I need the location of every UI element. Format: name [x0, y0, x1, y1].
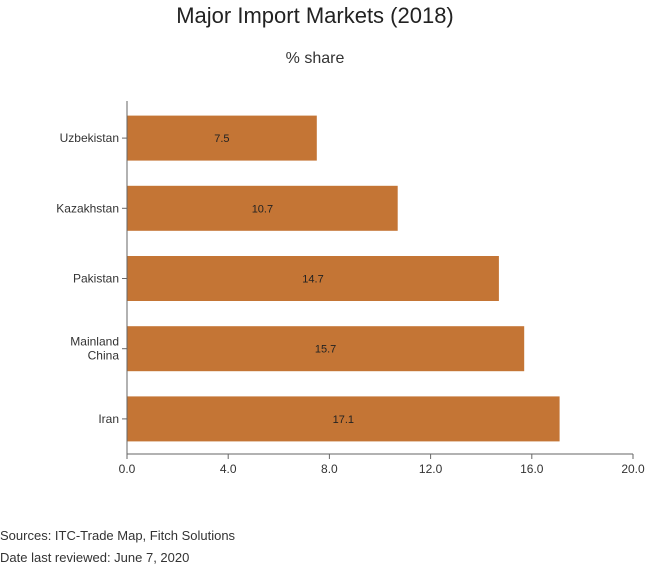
y-tick-label: Uzbekistan [60, 131, 119, 145]
y-tick-label: Mainland China [70, 335, 119, 363]
x-tick-label: 0.0 [119, 462, 136, 476]
data-label-mainland-china: 15.7 [315, 344, 336, 356]
chart-title: Major Import Markets (2018) [176, 3, 454, 28]
y-tick-label: Kazakhstan [56, 201, 119, 215]
x-tick-label: 4.0 [220, 462, 237, 476]
bar-uzbekistan [127, 115, 317, 161]
sources-note: Sources: ITC-Trade Map, Fitch Solutions [0, 528, 236, 543]
y-tick-label: Iran [98, 412, 119, 426]
bar-kazakhstan [127, 185, 398, 231]
bar-mainland-china [127, 326, 525, 372]
bar-iran [127, 396, 560, 442]
data-label-iran: 17.1 [333, 414, 354, 426]
x-tick-label: 8.0 [321, 462, 338, 476]
x-tick-label: 16.0 [520, 462, 544, 476]
y-tick-label: Pakistan [73, 272, 119, 286]
x-tick-label: 12.0 [419, 462, 443, 476]
data-label-kazakhstan: 10.7 [252, 203, 273, 215]
bar-pakistan [127, 256, 499, 301]
x-tick-label: 20.0 [621, 462, 645, 476]
chart-subtitle: % share [285, 50, 345, 67]
bar-chart: 7.5 Uzbekistan 10.7 Kazakhstan 14.7 Pakistan 1… [56, 101, 645, 476]
data-label-uzbekistan: 7.5 [214, 133, 229, 145]
last-reviewed-note: Date last reviewed: June 7, 2020 [0, 550, 190, 565]
data-label-pakistan: 14.7 [302, 274, 323, 286]
